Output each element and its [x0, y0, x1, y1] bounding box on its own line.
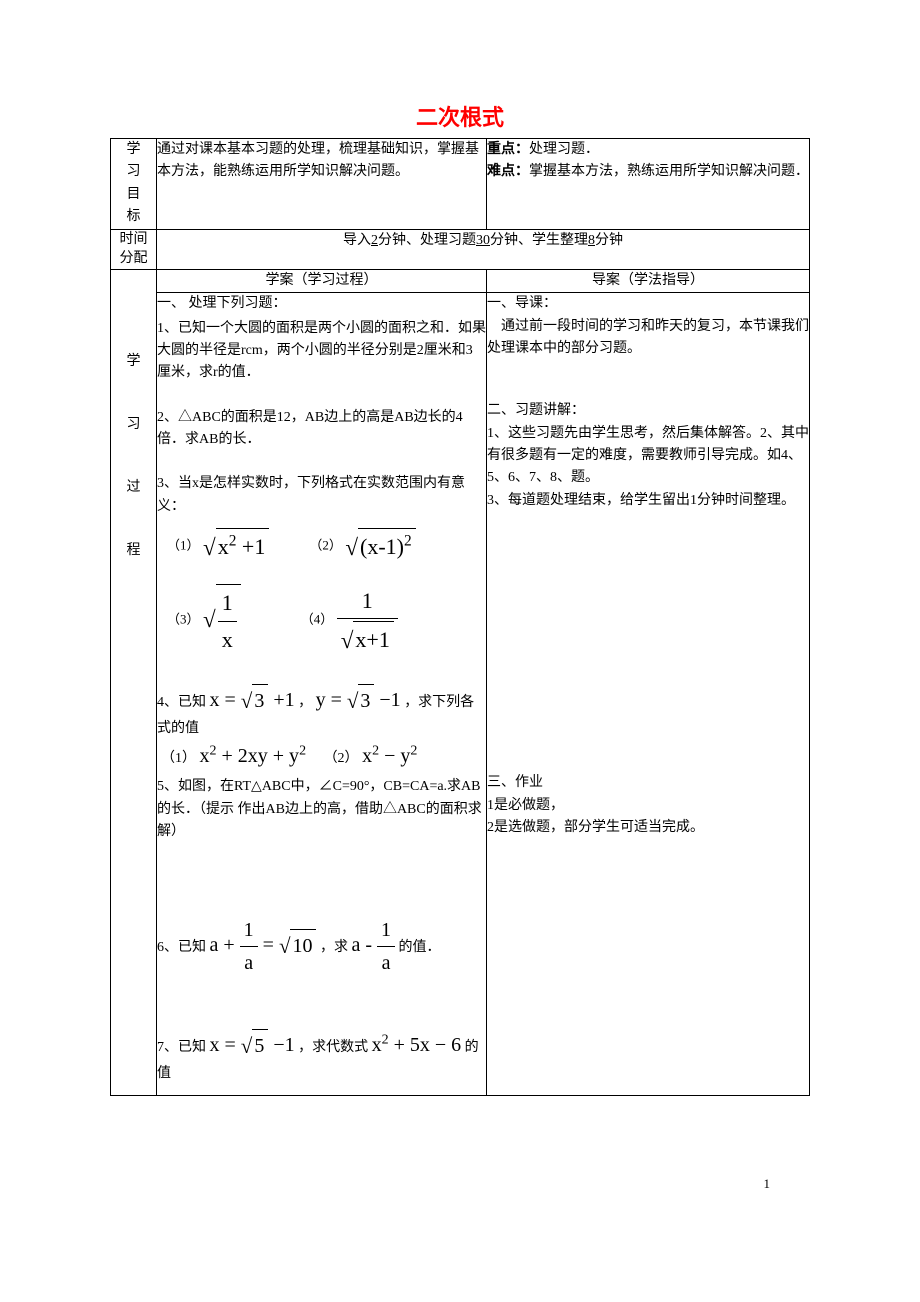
time-suffix: 分钟: [595, 233, 623, 248]
cell-keypoints: 重点：处理习题． 难点：掌握基本方法，熟练运用所学知识解决问题．: [487, 139, 810, 230]
q4-y: y = 3 −1: [316, 689, 401, 711]
row-time: 时间分配 导入2分钟、处理习题30分钟、学生整理8分钟: [111, 229, 810, 269]
r-s3-p1: 1是必做题，: [487, 795, 809, 817]
label-objectives: 学习目标: [111, 139, 157, 230]
q7-mid: ，求代数式: [298, 1040, 372, 1055]
time-prefix: 导入: [343, 233, 371, 248]
q7-expr1: x = 5 −1: [210, 1034, 295, 1056]
q4-lbl2: （2）: [324, 751, 359, 766]
q5: 5、如图，在RT△ABC中，∠C=90°，CB=CA=a.求AB的长．（提示 作…: [157, 776, 486, 843]
r-s3-p2: 2是选做题，部分学生可适当完成。: [487, 817, 809, 839]
row-objectives: 学习目标 通过对课本基本习题的处理，梳理基础知识，掌握基本方法，能熟练运用所学知…: [111, 139, 810, 230]
time-mid2: 分钟、学生整理: [490, 233, 588, 248]
q7: 7、已知 x = 5 −1 ，求代数式 x2 + 5x − 6 的值: [157, 1029, 486, 1086]
q6: 6、已知 a + 1a = 10 ，求 a - 1a 的值．: [157, 914, 486, 979]
r-s1-h: 一、导课：: [487, 293, 809, 315]
q3-row1: （1） x2 +1 （2） (x-1)2: [167, 528, 486, 565]
cell-time: 导入2分钟、处理习题30分钟、学生整理8分钟: [157, 229, 810, 269]
row-inner-header: 学习过程 学案（学习过程） 导案（学法指导）: [111, 269, 810, 292]
time-mid1: 分钟、处理习题: [378, 233, 476, 248]
time-b: 30: [476, 233, 490, 248]
q6-pre: 6、已知: [157, 940, 206, 955]
r-s1-p: 通过前一段时间的学习和昨天的复习，本节课我们处理课本中的部分习题。: [487, 316, 809, 361]
q6-expr2: a - 1a: [351, 934, 395, 956]
keypoint-text: 处理习题．: [529, 142, 599, 157]
q3-expr1: x2 +1: [203, 528, 269, 565]
q3-lbl1: （1）: [167, 538, 200, 553]
q4-sub: （1） x2 + 2xy + y2 （2） x2 − y2: [161, 740, 486, 772]
q4: 4、已知 x = 3 +1 ， y = 3 −1 ，求下列各式的值: [157, 684, 486, 741]
r-s2-p1: 1、这些习题先由学生思考，然后集体解答。2、其中有很多题有一定的难度，需要教师引…: [487, 423, 809, 490]
q3-expr4: 1x+1: [337, 583, 398, 658]
lesson-table: 学习目标 通过对课本基本习题的处理，梳理基础知识，掌握基本方法，能熟练运用所学知…: [110, 138, 810, 1096]
q2: 2、△ABC的面积是12，AB边上的高是AB边长的4倍．求AB的长．: [157, 407, 486, 452]
cell-right-content: 一、导课： 通过前一段时间的学习和昨天的复习，本节课我们处理课本中的部分习题。 …: [487, 293, 810, 1096]
q4-mid: ，: [298, 695, 312, 710]
label-process: 学习过程: [111, 269, 157, 1095]
page: 二次根式 学习目标 通过对课本基本习题的处理，梳理基础知识，掌握基本方法，能熟练…: [0, 0, 920, 1232]
difficulty-label: 难点：: [487, 164, 529, 179]
q4-pre: 4、已知: [157, 695, 210, 710]
row-content: 一、 处理下列习题： 1、已知一个大圆的面积是两个小圆的面积之和．如果大圆的半径…: [111, 293, 810, 1096]
left-h1: 一、 处理下列习题：: [157, 293, 486, 315]
q3: 3、当x是怎样实数时，下列格式在实数范围内有意义：: [157, 473, 486, 518]
q4-expr1: x2 + 2xy + y2: [200, 745, 307, 767]
r-s2-p3: 3、每道题处理结束，给学生留出1分钟时间整理。: [487, 490, 809, 512]
time-c: 8: [588, 233, 595, 248]
q6-expr1: a + 1a = 10: [210, 934, 317, 956]
q3-lbl3: （3）: [167, 612, 200, 627]
q7-expr2: x2 + 5x − 6: [372, 1034, 462, 1056]
r-s3-h: 三、作业: [487, 772, 809, 794]
col-right-header: 导案（学法指导）: [487, 269, 810, 292]
cell-left-content: 一、 处理下列习题： 1、已知一个大圆的面积是两个小圆的面积之和．如果大圆的半径…: [157, 293, 487, 1096]
q3-row2: （3） 1x （4） 1x+1: [167, 583, 486, 658]
q4-lbl1: （1）: [161, 751, 196, 766]
q4-x: x = 3 +1: [210, 689, 295, 711]
q6-mid: ，求: [320, 940, 352, 955]
r-s2-h: 二、习题讲解：: [487, 400, 809, 422]
page-number: 1: [110, 1176, 810, 1192]
cell-objectives: 通过对课本基本习题的处理，梳理基础知识，掌握基本方法，能熟练运用所学知识解决问题…: [157, 139, 487, 230]
q6-post: 的值．: [399, 940, 441, 955]
doc-title: 二次根式: [110, 100, 810, 132]
col-left-header: 学案（学习过程）: [157, 269, 487, 292]
q1: 1、已知一个大圆的面积是两个小圆的面积之和．如果大圆的半径是rcm，两个小圆的半…: [157, 318, 486, 385]
label-time: 时间分配: [111, 229, 157, 269]
q4-expr2: x2 − y2: [362, 745, 417, 767]
difficulty-text: 掌握基本方法，熟练运用所学知识解决问题．: [529, 164, 809, 179]
keypoint-label: 重点：: [487, 142, 529, 157]
time-a: 2: [371, 233, 378, 248]
q3-expr2: (x-1)2: [345, 528, 415, 565]
q3-lbl4: （4）: [301, 612, 334, 627]
q7-pre: 7、已知: [157, 1040, 210, 1055]
q3-expr3: 1x: [203, 584, 241, 656]
q3-lbl2: （2）: [309, 538, 342, 553]
